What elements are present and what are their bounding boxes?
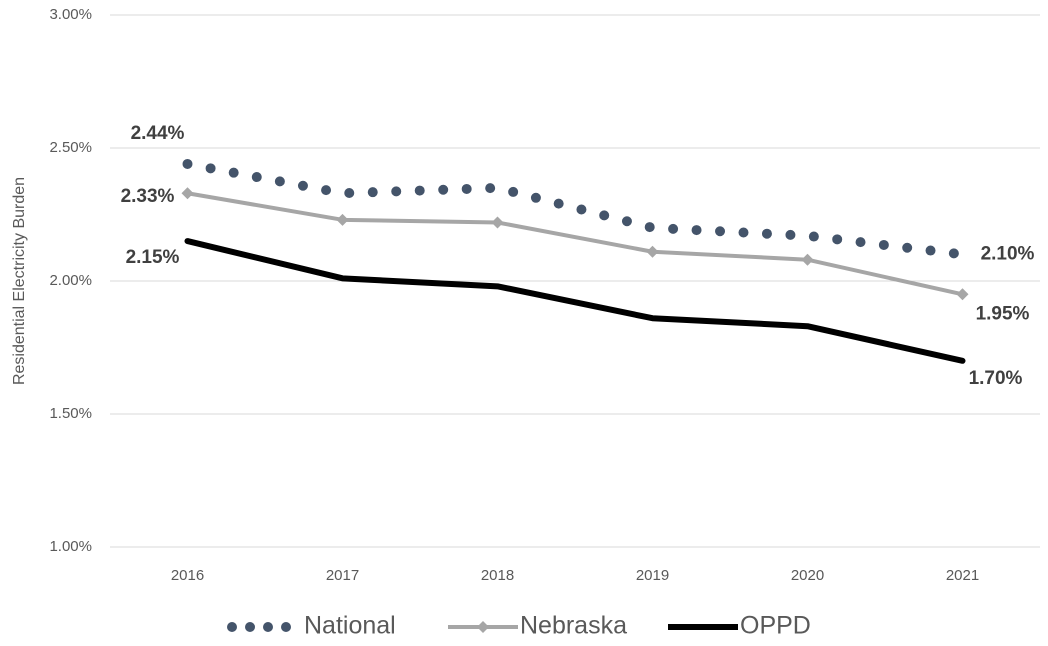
- marker: [181, 187, 194, 200]
- legend-marker: [263, 622, 273, 632]
- legend-marker: [477, 621, 489, 633]
- marker: [801, 253, 814, 266]
- marker: [956, 288, 969, 301]
- series-line: [185, 191, 965, 297]
- legend-marker: [227, 622, 237, 632]
- x-tick-label: 2016: [171, 567, 204, 584]
- series-line: [184, 238, 966, 364]
- y-tick-label: 1.00%: [49, 538, 92, 555]
- data-label: 1.70%: [969, 368, 1023, 389]
- marker: [646, 245, 659, 258]
- y-tick-label: 1.50%: [49, 405, 92, 422]
- series-line: [182, 158, 968, 260]
- x-tick-label: 2019: [636, 567, 669, 584]
- y-tick-label: 2.50%: [49, 139, 92, 156]
- x-tick-label: 2017: [326, 567, 359, 584]
- marker: [336, 213, 349, 226]
- x-tick-label: 2020: [791, 567, 824, 584]
- legend-label: National: [304, 612, 396, 640]
- y-axis-title: Residential Electricity Burden: [11, 177, 28, 385]
- data-label: 2.15%: [126, 247, 180, 268]
- data-label: 2.10%: [981, 243, 1035, 264]
- x-tick-label: 2018: [481, 567, 514, 584]
- legend-marker: [245, 622, 255, 632]
- legend-label: Nebraska: [520, 612, 627, 640]
- data-label: 2.33%: [121, 186, 175, 207]
- data-label: 1.95%: [976, 303, 1030, 324]
- y-tick-label: 3.00%: [49, 6, 92, 23]
- x-tick-label: 2021: [946, 567, 979, 584]
- y-tick-label: 2.00%: [49, 272, 92, 289]
- legend-label: OPPD: [740, 612, 811, 640]
- data-label: 2.44%: [131, 123, 185, 144]
- legend-marker: [281, 622, 291, 632]
- marker: [491, 216, 504, 229]
